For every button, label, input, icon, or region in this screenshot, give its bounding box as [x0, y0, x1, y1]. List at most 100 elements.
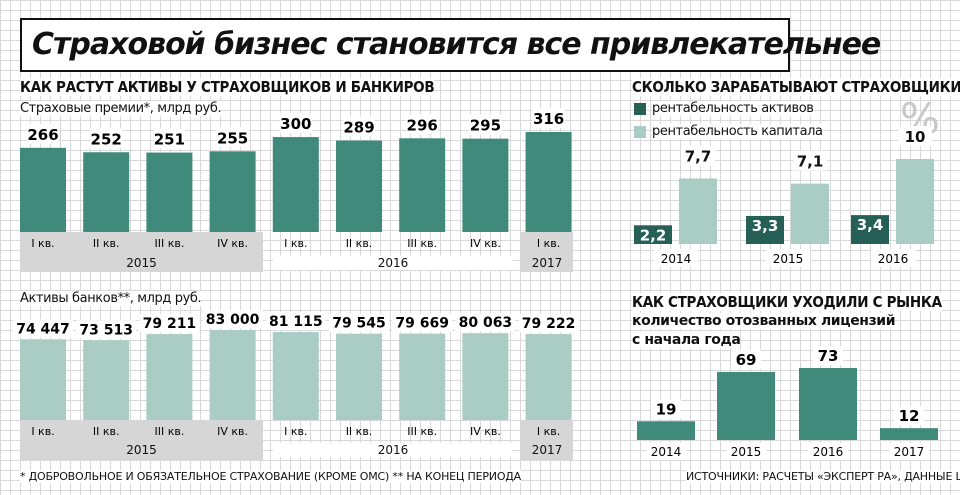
quarter-tick-label: II кв.: [346, 237, 373, 250]
premium-label-bg: [343, 116, 375, 137]
year-tick-bg: [766, 249, 810, 267]
bank-assets-value-label: 80 063: [459, 315, 513, 331]
year-tick-label: 2016: [813, 445, 844, 459]
year-tick-bg: [889, 443, 929, 460]
left-section-heading: КАК РАСТУТ АКТИВЫ У СТРАХОВЩИКОВ И БАНКИ…: [20, 78, 435, 96]
quarter-tick-label: IV кв.: [470, 237, 501, 250]
quarter-tick-label: III кв.: [407, 425, 437, 438]
premium-value-label: 252: [91, 130, 122, 148]
roe-value-label: 10: [905, 128, 926, 146]
year-label-2016-top: 2016: [273, 256, 513, 270]
quarter-tick-label: IV кв.: [217, 425, 248, 438]
roe-value-label: 7,1: [797, 153, 824, 171]
bank-assets-bar: [83, 340, 130, 420]
bank-assets-value-label: 79 545: [332, 316, 386, 332]
bank-assets-label-bg: [265, 312, 326, 331]
bank-assets-value-label: 79 669: [395, 316, 449, 332]
roe-label-bg: [793, 150, 827, 171]
premium-label-bg: [279, 113, 312, 134]
licenses-label-bg: [731, 349, 761, 369]
roe-bar: [896, 159, 934, 244]
licenses-bar: [880, 428, 938, 440]
premium-value-label: 289: [343, 119, 374, 137]
licenses-value-label: 73: [818, 347, 839, 365]
quarter-tick-label: IV кв.: [217, 237, 248, 250]
bank-assets-bar: [272, 332, 319, 420]
bank-assets-bar: [20, 339, 66, 420]
bank-assets-bar: [146, 334, 193, 420]
quarter-tick-label: I кв.: [537, 425, 560, 438]
licenses-value-label: 19: [656, 400, 677, 418]
premium-value-label: 300: [280, 115, 311, 133]
roe-value-label: 7,7: [685, 148, 712, 166]
premium-label-bg: [27, 123, 59, 144]
licenses-value-label: 12: [899, 407, 920, 425]
year-band-2017-top: [521, 232, 573, 272]
roa-value-label: 2,2: [640, 226, 667, 244]
legend-swatch-capital: [634, 126, 646, 138]
bank-assets-label-bg: [329, 313, 389, 332]
bank-assets-label-bg: [13, 319, 73, 338]
bank-assets-value-label: 74 447: [16, 321, 70, 337]
premium-bar: [20, 147, 66, 232]
premium-bar: [336, 140, 382, 232]
year-label-2017-bottom: 2017: [531, 443, 563, 457]
roa-bar: [634, 225, 672, 244]
bank-assets-label-bg: [76, 320, 137, 339]
quarter-tick-label: II кв.: [346, 425, 373, 438]
quarter-tick-label: I кв.: [31, 237, 54, 250]
licenses-section-heading: КАК СТРАХОВЩИКИ УХОДИЛИ С РЫНКА: [632, 293, 942, 311]
premium-bar: [462, 138, 509, 232]
premium-value-label: 296: [407, 116, 438, 134]
premium-value-label: 316: [533, 110, 564, 128]
premium-bar: [399, 138, 446, 232]
quarter-tick-label: IV кв.: [470, 425, 501, 438]
legend-label-assets: рентабельность активов: [652, 101, 814, 116]
roa-bar: [851, 215, 889, 244]
source-note: ИСТОЧНИКИ: РАСЧЕТЫ «ЭКСПЕРТ РА», ДАННЫЕ …: [686, 470, 960, 483]
premium-bar: [209, 151, 256, 232]
footnote: * ДОБРОВОЛЬНОЕ И ОБЯЗАТЕЛЬНОЕ СТРАХОВАНИ…: [20, 470, 521, 483]
year-band-2017-bottom: [521, 420, 573, 460]
bank-assets-bar: [462, 333, 509, 420]
legend-label-capital: рентабельность капитала: [652, 124, 823, 139]
year-tick-label: 2017: [894, 445, 925, 459]
licenses-bar: [799, 368, 857, 440]
licenses-bar: [717, 371, 775, 440]
licenses-subheading-line1: количество отозванных лицензий: [632, 313, 896, 329]
page-title: Страховой бизнес становится все привлека…: [20, 18, 881, 72]
quarter-tick-label: III кв.: [154, 425, 184, 438]
roe-bar: [679, 178, 717, 244]
premium-value-label: 295: [470, 117, 501, 135]
premium-value-label: 266: [27, 126, 58, 144]
licenses-value-label: 69: [736, 351, 757, 369]
premium-value-label: 255: [217, 129, 248, 147]
year-tick-label: 2014: [651, 445, 682, 459]
bank-assets-label-bg: [392, 313, 453, 332]
quarter-tick-label: III кв.: [154, 237, 184, 250]
roa-bar: [746, 215, 784, 244]
premium-bar: [146, 152, 193, 232]
roe-bar: [791, 183, 829, 244]
year-tick-bg: [808, 443, 848, 460]
licenses-bar: [637, 421, 695, 440]
premiums-chart-title: Страховые премии*, млрд руб.: [20, 101, 222, 116]
legend-swatch-assets: [634, 103, 646, 115]
licenses-label-bg: [651, 399, 681, 419]
year-band-2015-top: [20, 232, 263, 272]
premium-label-bg: [469, 114, 502, 135]
licenses-subheading-line2: с начала года: [632, 332, 741, 348]
quarter-tick-label: I кв.: [284, 425, 307, 438]
year-tick-label: 2016: [878, 252, 909, 266]
year-tick-bg: [646, 443, 686, 460]
quarter-tick-label: I кв.: [284, 237, 307, 250]
year-label-2015-bottom: 2015: [126, 443, 157, 457]
year-tick-label: 2015: [773, 252, 804, 266]
premium-bar: [272, 137, 319, 232]
premium-bar: [83, 152, 130, 232]
right-section-heading: СКОЛЬКО ЗАРАБАТЫВАЮТ СТРАХОВЩИКИ: [632, 78, 960, 96]
bank-assets-label-bg: [139, 314, 200, 333]
